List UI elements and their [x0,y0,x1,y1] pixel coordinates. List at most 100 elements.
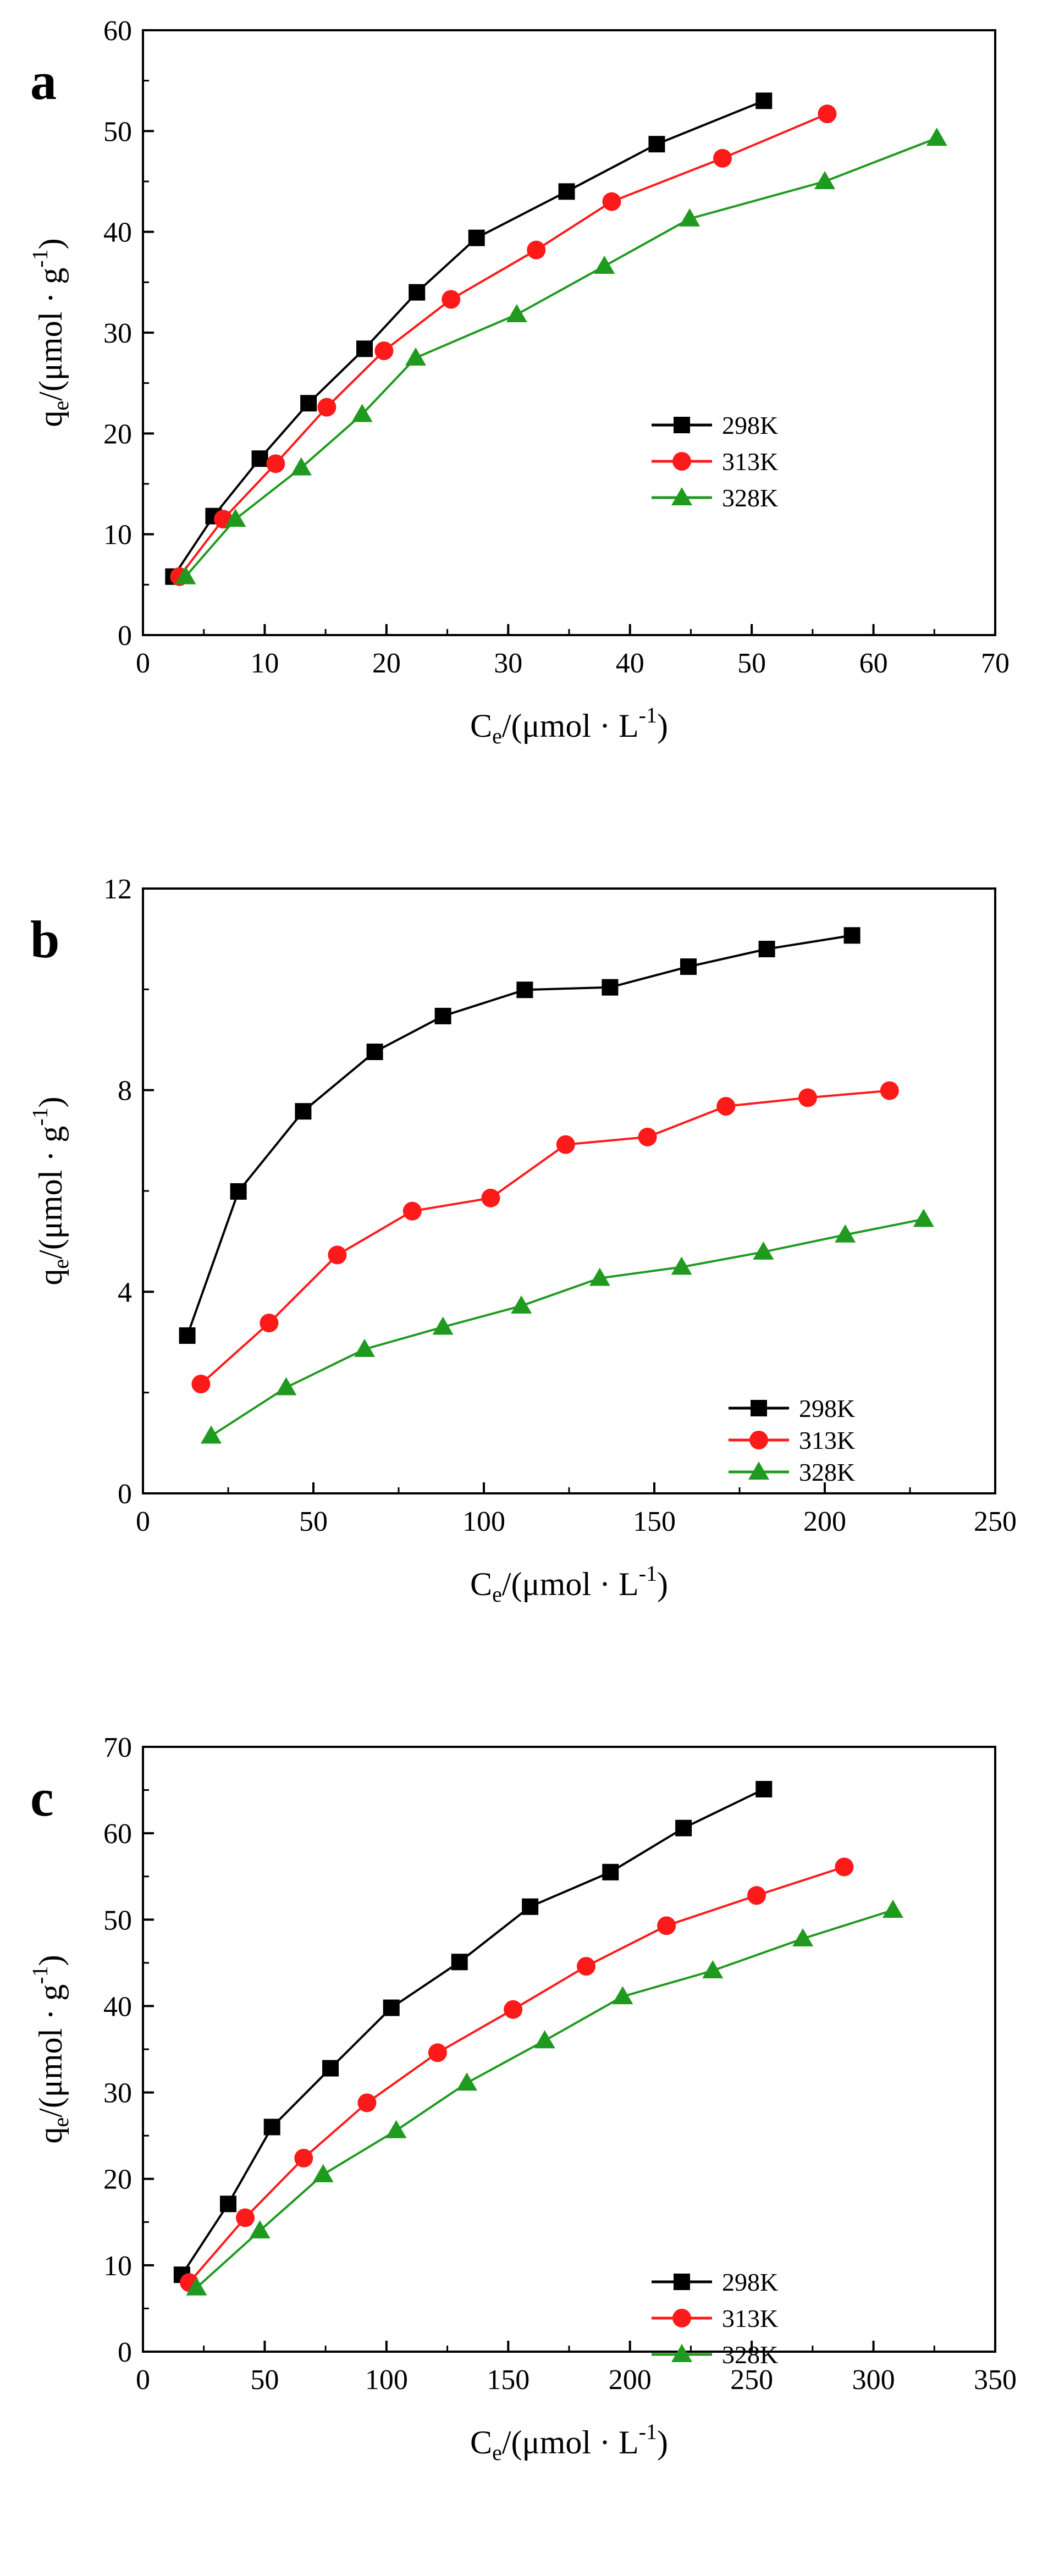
data-point [602,192,621,211]
x-axis-title: Ce/(μmol · L-1) [470,703,668,748]
data-point [260,1314,279,1333]
data-point [798,1088,817,1107]
data-point [405,347,426,366]
x-tick-label: 50 [250,2364,279,2396]
data-point [366,1044,383,1060]
data-point [913,1209,934,1227]
data-point [506,304,527,322]
data-point [926,128,947,146]
y-tick-label: 70 [103,1732,132,1763]
legend-label: 298K [799,1394,855,1422]
legend: 298K 313K 328K [729,1394,855,1486]
legend-marker [672,2309,691,2327]
series-line [188,1866,845,2283]
data-point [186,2277,207,2296]
x-axis-title: Ce/(μmol · L-1) [470,1561,668,1607]
series-298K [165,92,773,585]
data-point [755,92,773,109]
x-tick-label: 100 [462,1506,505,1537]
data-point [236,2208,255,2227]
data-point [266,454,285,473]
x-tick-label: 100 [365,2364,408,2396]
data-point [294,2149,313,2167]
data-point [702,1960,724,1978]
x-tick-label: 150 [633,1506,676,1537]
y-axis-title: qe/(μmol · g-1) [27,238,73,427]
x-axis-title: Ce/(μmol · L-1) [470,2419,668,2465]
data-point [792,1928,814,1946]
y-tick-label: 30 [103,318,132,349]
data-point [680,958,697,975]
y-tick-label: 40 [103,217,132,249]
data-point [374,341,394,360]
x-tick-label: 250 [730,2364,773,2396]
data-point [602,1863,619,1880]
y-tick-label: 0 [118,620,132,652]
data-point [638,1127,657,1146]
series-313K [170,104,837,586]
legend-label: 298K [722,411,778,439]
series-298K [179,927,861,1344]
legend-marker [674,2274,690,2290]
data-point [354,1338,375,1357]
series-313K [191,1081,899,1394]
series-line [200,1089,890,1385]
data-point [251,450,268,467]
y-tick-label: 0 [118,1479,132,1510]
panel-c: c 0 50 100 150 200 250 300 350 0 10 20 30 40 50 60 70 Ce/… [0,1717,1048,2575]
legend-marker [672,452,691,471]
data-point [402,1201,422,1221]
x-tick-label: 0 [136,1506,150,1537]
legend-marker [674,417,690,433]
data-point [322,2060,339,2077]
chart-b: b 0 50 100 150 200 250 0 4 8 12 Ce/(μmol · L-1) qe/(… [27,874,1017,1607]
legend-marker [751,1400,767,1416]
data-point [357,2093,377,2112]
data-point [312,2164,334,2182]
y-tick-label: 10 [103,520,132,551]
data-point [556,1135,575,1154]
legend-label: 313K [799,1426,855,1454]
x-tick-label: 70 [981,648,1010,679]
x-tick-label: 200 [609,2364,652,2396]
data-point [534,2030,555,2049]
panel-a: a 0 10 20 30 40 50 60 70 0 10 20 30 40 50 60 Ce/(μmol · … [0,0,1048,858]
x-tick-label: 50 [299,1506,328,1537]
data-point [428,2043,447,2062]
legend-marker [671,487,692,505]
plot-frame [142,1746,996,2353]
plot-frame [142,29,996,636]
data-point [456,2072,477,2091]
data-point [835,1857,854,1877]
x-tick-label: 0 [136,2364,150,2396]
series-line [186,934,852,1336]
data-point [755,1781,773,1797]
data-point [814,171,835,189]
legend-label: 328K [799,1458,855,1486]
data-point [434,1007,451,1024]
data-point [451,1954,468,1971]
legend: 298K 313K 328K [652,411,778,512]
data-point [527,240,546,260]
data-point [230,1183,247,1200]
series-line [172,100,765,577]
data-point [602,979,619,996]
panel-letter: b [30,910,59,969]
data-point [558,183,575,200]
legend-marker [748,1461,769,1480]
x-tick-label: 200 [803,1506,846,1537]
data-point [201,1425,222,1444]
y-tick-label: 4 [118,1277,132,1308]
y-tick-label: 0 [118,2337,132,2368]
data-point [263,2119,280,2136]
legend-label: 328K [722,2341,778,2369]
series-313K [180,1857,854,2292]
data-point [716,1097,736,1116]
data-point [351,404,373,422]
panel-b: b 0 50 100 150 200 250 0 4 8 12 Ce/(μmol · L-1) qe/(… [0,858,1048,1717]
y-axis-title: qe/(μmol · g-1) [27,1096,73,1285]
data-point [225,509,246,527]
y-axis-title: qe/(μmol · g-1) [27,1955,73,2143]
data-point [657,1916,676,1935]
